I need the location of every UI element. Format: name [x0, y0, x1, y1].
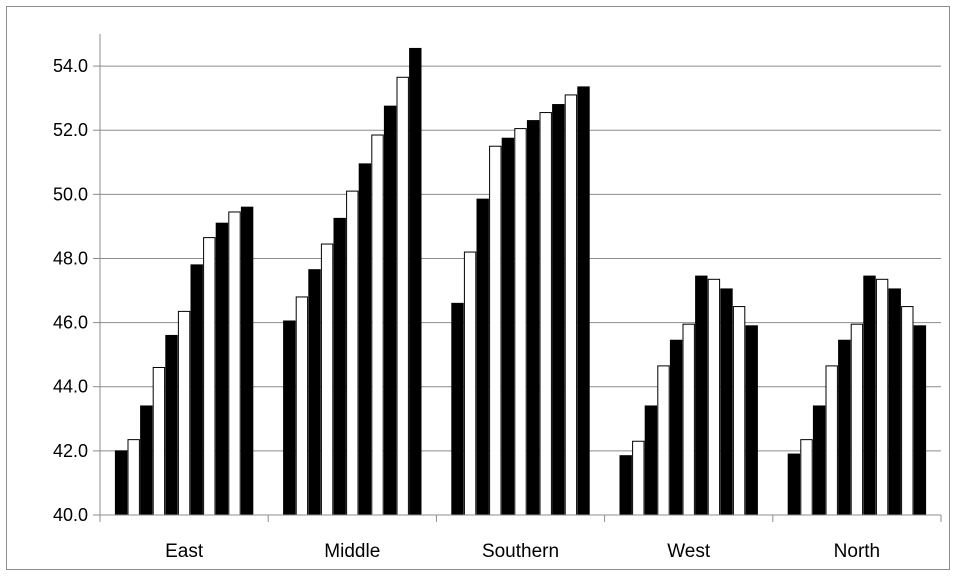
bar [745, 325, 758, 516]
bars [114, 47, 927, 516]
bar [177, 310, 191, 516]
y-tick-label: 40.0 [53, 505, 88, 525]
bar [707, 278, 721, 516]
bar [114, 450, 128, 516]
bar [320, 243, 334, 516]
bar [657, 365, 670, 516]
bar [333, 217, 346, 516]
bar [308, 269, 321, 516]
bar [358, 163, 372, 516]
bar [812, 405, 826, 516]
bar [383, 105, 397, 516]
bar [539, 112, 552, 516]
axes [93, 34, 942, 522]
x-axis-category-labels: East Middle Southern West North [165, 541, 880, 562]
bar [863, 275, 876, 516]
bar [240, 206, 254, 516]
bar [140, 405, 153, 516]
bar [451, 302, 464, 516]
y-axis-tick-labels: 40.0 42.0 44.0 46.0 48.0 50.0 52.0 54.0 [53, 56, 88, 525]
y-tick-label: 44.0 [53, 377, 88, 397]
bar [888, 288, 901, 516]
bar [632, 440, 645, 516]
bar [463, 251, 477, 516]
bar [669, 339, 683, 516]
bar [619, 455, 632, 516]
bar [501, 137, 515, 516]
x-category-label: West [667, 541, 711, 562]
bar [850, 323, 864, 516]
x-category-label: Southern [482, 541, 559, 562]
bar [346, 190, 359, 516]
x-category-label: East [165, 541, 204, 562]
y-tick-label: 42.0 [53, 441, 88, 461]
bar [838, 339, 851, 516]
y-tick-label: 52.0 [53, 120, 88, 140]
x-category-label: Middle [324, 541, 380, 562]
bar [476, 198, 489, 516]
x-category-label: North [834, 541, 880, 562]
bar [215, 222, 229, 516]
bar [371, 134, 384, 516]
bar [295, 296, 309, 516]
y-tick-label: 54.0 [53, 56, 88, 76]
bar [552, 104, 565, 516]
bar [800, 439, 813, 516]
bar [695, 275, 708, 516]
bar [203, 237, 216, 516]
bar [901, 306, 914, 516]
bar [165, 334, 178, 516]
bar [489, 145, 502, 516]
bar [564, 94, 578, 516]
y-tick-label: 46.0 [53, 313, 88, 333]
bar [152, 366, 166, 516]
y-tick-label: 50.0 [53, 184, 88, 204]
bar [644, 405, 658, 516]
bar [913, 325, 927, 516]
bar [720, 288, 733, 516]
bar [228, 211, 241, 516]
bar [409, 47, 422, 516]
bar [127, 439, 140, 516]
bar [825, 365, 838, 516]
bar [526, 120, 540, 516]
bar [732, 306, 746, 516]
bar [682, 323, 695, 516]
bar [787, 453, 801, 516]
bar [283, 320, 296, 516]
bar [396, 76, 409, 516]
bar [514, 128, 527, 516]
y-tick-label: 48.0 [53, 248, 88, 268]
bar [577, 86, 590, 516]
bar [190, 264, 203, 516]
bar [875, 278, 889, 516]
